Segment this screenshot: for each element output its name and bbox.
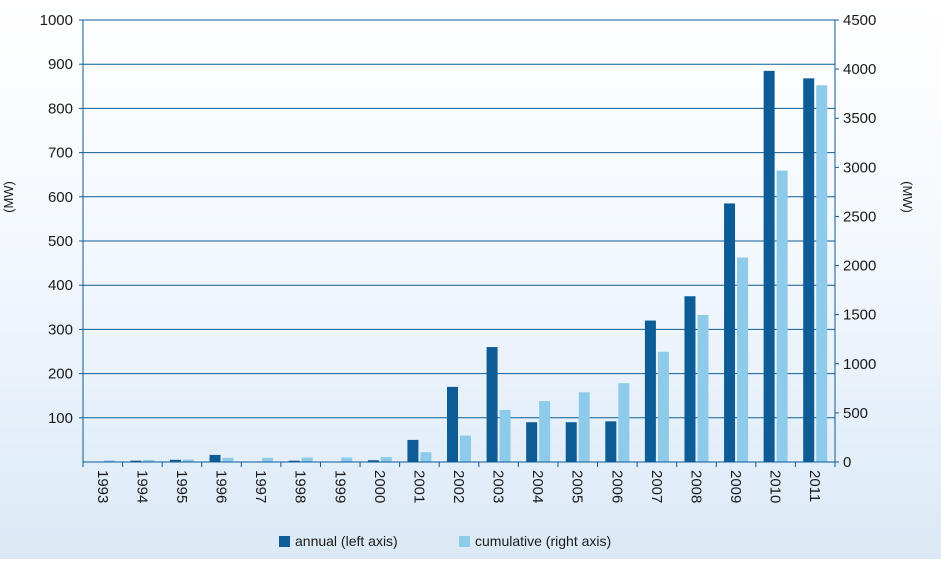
right-tick-label: 0 <box>843 454 851 471</box>
bar-annual <box>566 422 577 462</box>
x-tick-label: 2009 <box>727 470 744 503</box>
bar-cumulative <box>777 171 788 462</box>
bar-cumulative <box>579 392 590 462</box>
x-tick-label: 2002 <box>450 470 467 503</box>
bar-annual <box>487 347 498 462</box>
bar-cumulative <box>302 458 313 462</box>
x-tick-label: 2008 <box>687 470 704 503</box>
left-axis-label: (MW) <box>1 181 16 213</box>
x-tick-label: 2011 <box>806 470 823 502</box>
left-tick-label: 1000 <box>40 12 73 29</box>
left-tick-label: 900 <box>48 56 73 73</box>
x-tick-label: 2005 <box>569 470 586 503</box>
right-tick-label: 2000 <box>843 258 876 275</box>
bar-cumulative <box>341 457 352 462</box>
x-tick-label: 1999 <box>331 470 348 503</box>
right-tick-label: 3000 <box>843 159 876 176</box>
right-tick-label: 1000 <box>843 356 876 373</box>
bar-cumulative <box>658 352 669 462</box>
left-tick-label: 700 <box>48 145 73 162</box>
bar-cumulative <box>381 457 392 462</box>
bars <box>91 71 827 462</box>
bar-cumulative <box>262 458 273 462</box>
right-tick-label: 1500 <box>843 307 876 324</box>
bar-cumulative <box>500 410 511 462</box>
x-tick-label: 2007 <box>648 470 665 503</box>
left-tick-label: 400 <box>48 277 73 294</box>
legend-label-annual: annual (left axis) <box>295 533 398 549</box>
gridlines <box>83 20 835 418</box>
bar-annual <box>764 71 775 462</box>
left-tick-label: 200 <box>48 366 73 383</box>
left-tick-label: 800 <box>48 100 73 117</box>
bar-annual <box>526 422 537 462</box>
bar-cumulative <box>460 435 471 462</box>
x-tick-label: 2001 <box>410 470 427 503</box>
bar-cumulative <box>737 258 748 462</box>
left-tick-label: 600 <box>48 189 73 206</box>
right-axis-label: (MW) <box>900 181 915 213</box>
right-tick-label: 4500 <box>843 12 876 29</box>
x-tick-label: 1995 <box>173 470 190 503</box>
x-tick-label: 1994 <box>133 470 150 503</box>
legend-swatch-annual <box>279 536 290 547</box>
bar-annual <box>447 387 458 462</box>
bar-annual <box>803 78 814 462</box>
x-tick-label: 1996 <box>213 470 230 503</box>
left-tick-label: 300 <box>48 321 73 338</box>
bar-cumulative <box>223 458 234 462</box>
x-tick-label: 2006 <box>608 470 625 503</box>
x-tick-label: 2003 <box>490 470 507 503</box>
bar-cumulative <box>420 452 431 462</box>
legend: annual (left axis) cumulative (right axi… <box>279 533 611 549</box>
x-tick-label: 2000 <box>371 470 388 503</box>
bar-annual <box>724 203 735 462</box>
legend-label-cumulative: cumulative (right axis) <box>475 533 611 549</box>
x-tick-label: 2010 <box>767 470 784 503</box>
right-tick-label: 4000 <box>843 61 876 78</box>
right-tick-label: 2500 <box>843 208 876 225</box>
bar-cumulative <box>816 85 827 462</box>
left-tick-label: 500 <box>48 233 73 250</box>
bar-cumulative <box>539 401 550 462</box>
bar-annual <box>645 321 656 462</box>
x-tick-label: 1997 <box>252 470 269 503</box>
x-tick-label: 1998 <box>292 470 309 503</box>
left-tick-label: 100 <box>48 410 73 427</box>
x-tick-label: 2004 <box>529 470 546 503</box>
x-tick-label: 1993 <box>94 470 111 503</box>
legend-swatch-cumulative <box>459 536 470 547</box>
bar-cumulative <box>618 383 629 462</box>
right-tick-label: 3500 <box>843 110 876 127</box>
bar-annual <box>605 421 616 462</box>
bar-annual <box>210 455 221 462</box>
bar-cumulative <box>697 315 708 462</box>
right-tick-label: 500 <box>843 405 868 422</box>
bar-annual <box>684 296 695 462</box>
bar-annual <box>407 440 418 462</box>
